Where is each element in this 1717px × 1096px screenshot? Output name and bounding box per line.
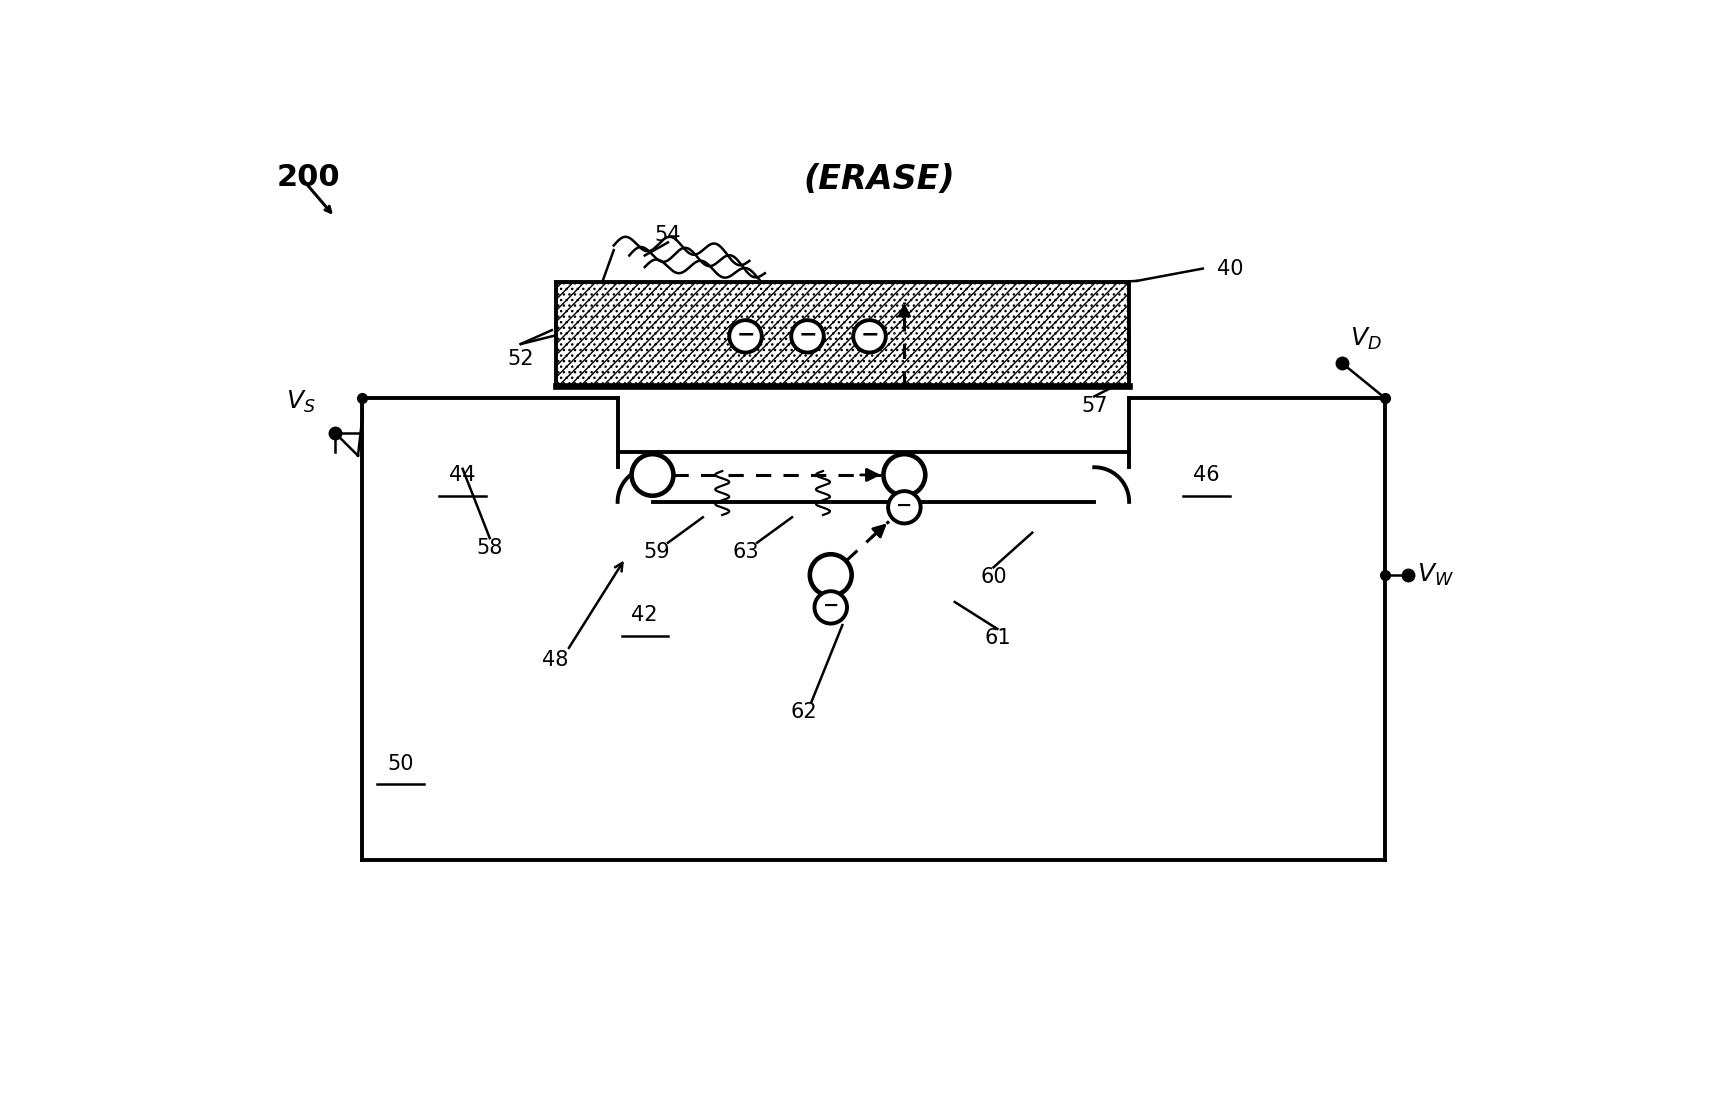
Bar — [556, 283, 1130, 387]
Text: $\mathit{V}_D$: $\mathit{V}_D$ — [1350, 326, 1382, 352]
Text: 62: 62 — [790, 703, 817, 722]
Circle shape — [888, 491, 920, 524]
Text: −: − — [798, 324, 817, 345]
Circle shape — [632, 454, 673, 495]
Text: 48: 48 — [543, 650, 568, 670]
Circle shape — [814, 591, 846, 624]
Text: 40: 40 — [1217, 259, 1243, 278]
Text: 50: 50 — [388, 754, 414, 774]
Text: (ERASE): (ERASE) — [804, 163, 955, 196]
Text: −: − — [896, 496, 912, 515]
Text: $\mathit{V}_S$: $\mathit{V}_S$ — [285, 389, 316, 415]
Circle shape — [730, 320, 762, 353]
Text: −: − — [822, 596, 840, 615]
Text: 46: 46 — [1193, 465, 1221, 484]
Text: 42: 42 — [632, 605, 658, 625]
Text: 60: 60 — [980, 567, 1006, 586]
Text: 54: 54 — [654, 225, 682, 244]
Text: $\mathit{V}_W$: $\mathit{V}_W$ — [1418, 562, 1454, 589]
Text: 57: 57 — [1082, 396, 1107, 415]
Text: 44: 44 — [450, 465, 476, 484]
Text: 58: 58 — [477, 538, 503, 558]
Text: 200: 200 — [276, 163, 340, 192]
Text: −: − — [860, 324, 879, 345]
Circle shape — [810, 555, 852, 596]
Text: 59: 59 — [644, 541, 670, 562]
Text: 52: 52 — [508, 350, 534, 369]
Circle shape — [884, 454, 925, 495]
Bar — [556, 283, 1130, 387]
Text: 61: 61 — [984, 628, 1011, 648]
Circle shape — [792, 320, 824, 353]
Text: 63: 63 — [731, 541, 759, 562]
Text: −: − — [737, 324, 755, 345]
Circle shape — [853, 320, 886, 353]
